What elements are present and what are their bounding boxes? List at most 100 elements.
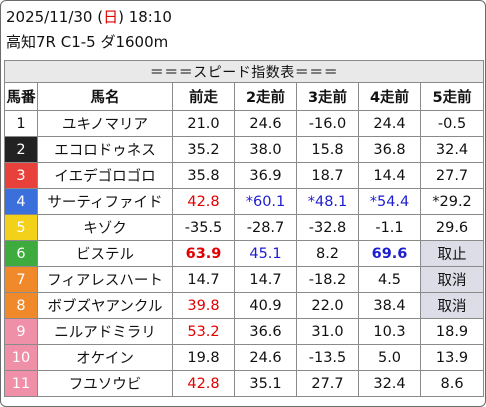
speed-index-cell: 27.7 <box>419 162 485 189</box>
speed-index-cell: 40.9 <box>234 292 297 319</box>
table-row: 5 キゾク -35.5 -28.7 -32.8 -1.1 29.6 <box>4 214 485 241</box>
speed-index-cell: 42.8 <box>172 370 235 397</box>
horse-name: ビステル <box>37 240 173 267</box>
speed-index-cell: 36.6 <box>234 318 297 345</box>
speed-index-cell: -32.8 <box>296 214 359 241</box>
table-row: 9 ニルアドミラリ 53.2 36.6 31.0 10.3 18.9 <box>4 318 485 345</box>
speed-index-cell: 32.4 <box>358 370 421 397</box>
speed-index-cell: 24.6 <box>234 344 297 371</box>
speed-index-cell: 8.6 <box>419 370 485 397</box>
speed-index-cell: 42.8 <box>172 188 235 215</box>
horse-number: 5 <box>4 214 38 241</box>
speed-index-cell: 4.5 <box>358 266 421 293</box>
horse-name: フィアレスハート <box>37 266 173 293</box>
speed-index-cell: *48.1 <box>296 188 359 215</box>
horse-number: 4 <box>4 188 38 215</box>
speed-index-cell: -35.5 <box>172 214 235 241</box>
speed-index-cell: 24.6 <box>234 110 297 137</box>
table-title-row: ＝＝＝スピード指数表＝＝＝ <box>3 60 485 83</box>
speed-index-cell: *54.4 <box>358 188 421 215</box>
table-row: 10 オケイン 19.8 24.6 -13.5 5.0 13.9 <box>4 344 485 371</box>
speed-index-cell: -18.2 <box>296 266 359 293</box>
column-header: 2走前 <box>234 82 297 111</box>
speed-index-cell: 14.4 <box>358 162 421 189</box>
speed-index-cell: -1.1 <box>358 214 421 241</box>
table-title: ＝＝＝スピード指数表＝＝＝ <box>3 60 485 83</box>
speed-index-cell: 35.1 <box>234 370 297 397</box>
horse-number: 8 <box>4 292 38 319</box>
table-header-row: 馬番 馬名 前走 2走前 3走前 4走前 5走前 <box>4 82 485 111</box>
speed-index-cell: 24.4 <box>358 110 421 137</box>
speed-index-cell: 31.0 <box>296 318 359 345</box>
speed-index-cell: 19.8 <box>172 344 235 371</box>
horse-number: 9 <box>4 318 38 345</box>
horse-number: 1 <box>4 110 38 137</box>
speed-index-cell: 53.2 <box>172 318 235 345</box>
horse-number: 7 <box>4 266 38 293</box>
speed-index-cell: 36.8 <box>358 136 421 163</box>
speed-index-cell: 69.6 <box>358 240 421 267</box>
horse-name: サーティファイド <box>37 188 173 215</box>
table-row: 11 フユソウビ 42.8 35.1 27.7 32.4 8.6 <box>4 370 485 397</box>
speed-index-cell: 36.9 <box>234 162 297 189</box>
horse-name: キゾク <box>37 214 173 241</box>
speed-index-cell: 38.4 <box>358 292 421 319</box>
speed-index-cell: 35.2 <box>172 136 235 163</box>
column-header: 3走前 <box>296 82 359 111</box>
horse-number: 11 <box>4 370 38 397</box>
horse-number: 6 <box>4 240 38 267</box>
speed-index-cell: 取止 <box>419 240 485 267</box>
speed-index-cell: 39.8 <box>172 292 235 319</box>
speed-index-cell: -28.7 <box>234 214 297 241</box>
speed-index-cell: 32.4 <box>419 136 485 163</box>
race-datetime: 2025/11/30 (日) 18:10 <box>6 7 172 27</box>
date-prefix: 2025/11/30 ( <box>6 8 104 26</box>
speed-index-cell: 38.0 <box>234 136 297 163</box>
speed-index-cell: 63.9 <box>172 240 235 267</box>
speed-index-cell: 22.0 <box>296 292 359 319</box>
speed-index-cell: *29.2 <box>419 188 485 215</box>
speed-index-cell: 35.8 <box>172 162 235 189</box>
horse-name: ユキノマリア <box>37 110 173 137</box>
speed-index-cell: -16.0 <box>296 110 359 137</box>
column-header: 前走 <box>172 82 235 111</box>
speed-index-cell: *60.1 <box>234 188 297 215</box>
horse-name: ボブズヤアンクル <box>37 292 173 319</box>
speed-index-cell: -13.5 <box>296 344 359 371</box>
column-header: 馬名 <box>37 82 173 111</box>
speed-index-cell: 取消 <box>419 266 485 293</box>
horse-name: フユソウビ <box>37 370 173 397</box>
table-row: 3 イエデゴロゴロ 35.8 36.9 18.7 14.4 27.7 <box>4 162 485 189</box>
speed-index-cell: 18.9 <box>419 318 485 345</box>
horse-name: オケイン <box>37 344 173 371</box>
speed-index-cell: 13.9 <box>419 344 485 371</box>
horse-number: 10 <box>4 344 38 371</box>
date-suffix: ) 18:10 <box>118 8 172 26</box>
speed-index-cell: 29.6 <box>419 214 485 241</box>
speed-index-cell: 27.7 <box>296 370 359 397</box>
race-info: 高知7R C1-5 ダ1600m <box>6 33 169 51</box>
table-row: 8 ボブズヤアンクル 39.8 40.9 22.0 38.4 取消 <box>4 292 485 319</box>
table-row: 4 サーティファイド 42.8 *60.1 *48.1 *54.4 *29.2 <box>4 188 485 215</box>
speed-index-cell: 5.0 <box>358 344 421 371</box>
speed-index-cell: 45.1 <box>234 240 297 267</box>
table-row: 1 ユキノマリア 21.0 24.6 -16.0 24.4 -0.5 <box>4 110 485 137</box>
column-header: 4走前 <box>358 82 421 111</box>
column-header: 5走前 <box>419 82 485 111</box>
speed-index-cell: -0.5 <box>419 110 485 137</box>
speed-index-cell: 8.2 <box>296 240 359 267</box>
weekday: 日 <box>103 8 119 26</box>
speed-index-cell: 15.8 <box>296 136 359 163</box>
speed-index-cell: 取消 <box>419 292 485 319</box>
speed-index-cell: 21.0 <box>172 110 235 137</box>
horse-name: イエデゴロゴロ <box>37 162 173 189</box>
table-row: 2 エコロドゥネス 35.2 38.0 15.8 36.8 32.4 <box>4 136 485 163</box>
column-header: 馬番 <box>4 82 38 111</box>
speed-index-table: ＝＝＝スピード指数表＝＝＝ 馬番 馬名 前走 2走前 3走前 4走前 5走前 1… <box>3 60 485 397</box>
speed-index-cell: 14.7 <box>172 266 235 293</box>
horse-name: エコロドゥネス <box>37 136 173 163</box>
speed-index-cell: 18.7 <box>296 162 359 189</box>
table-row: 7 フィアレスハート 14.7 14.7 -18.2 4.5 取消 <box>4 266 485 293</box>
table-row: 6 ビステル 63.9 45.1 8.2 69.6 取止 <box>4 240 485 267</box>
